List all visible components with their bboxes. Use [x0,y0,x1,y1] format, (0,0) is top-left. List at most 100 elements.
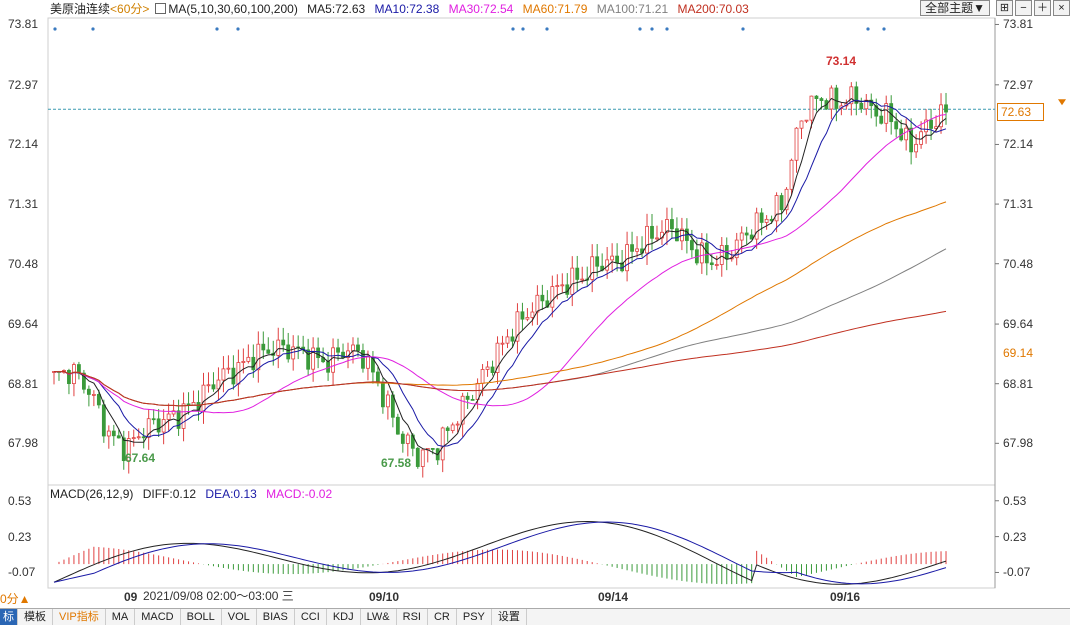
candle-body [241,360,246,363]
candle-body [261,343,266,351]
candle-body [256,343,261,371]
tab-vip[interactable]: VIP指标 [53,609,106,625]
ma30-value: MA30:72.54 [448,2,514,16]
candle-body [525,317,530,320]
candle-body [306,349,311,370]
candle-body [834,87,839,109]
price-tick-label-left: 70.48 [8,256,39,271]
tab-rsi[interactable]: RSI [397,609,428,625]
tab-boll[interactable]: BOLL [181,609,222,625]
tab-bias[interactable]: BIAS [257,609,295,625]
candle-body [665,219,669,233]
signal-dot [521,27,525,31]
period-selector[interactable]: <60分> [110,2,150,16]
candle-body [341,351,345,359]
plus-icon[interactable]: ＋ [1034,0,1051,16]
tab-vol[interactable]: VOL [222,609,257,625]
tab-lw[interactable]: LW& [361,609,397,625]
candle-body [650,225,654,239]
price-tick-label-left: 72.97 [8,77,39,92]
price-tick-label: 72.97 [1003,77,1034,92]
candle-body [560,284,565,287]
candle-body [879,115,884,124]
indicator-header: 美原油连续<60分> MA(5,10,30,60,100,200) MA5:72.… [50,1,755,17]
candle-body [485,366,490,370]
tab-macd[interactable]: MACD [135,609,181,625]
candle-body [77,364,81,374]
candle-body [166,413,171,420]
candle-body [400,433,405,444]
candle-body [121,437,126,462]
candle-body [744,232,749,236]
candle-body [131,437,136,440]
period-toggle[interactable]: 0分▲ [0,590,31,607]
signal-dot [91,27,95,31]
date-partial: 09 [124,590,138,604]
minus-icon[interactable]: − [1015,0,1032,16]
ma-params: MA(5,10,30,60,100,200) [168,2,298,16]
tab-ma[interactable]: MA [106,609,136,625]
tab-psy[interactable]: PSY [457,609,492,625]
candle-body [749,234,754,240]
candle-body [221,368,226,381]
candle-body [286,344,291,360]
top-toolbar: 全部主题▼ ⊞ − ＋ × [920,0,1070,16]
ma30-line [53,114,947,414]
macd-tick-label-left: 0.23 [8,529,32,544]
signal-dot [53,27,57,31]
candle-body [316,347,321,359]
candle-body [201,384,206,412]
diff-line [53,520,947,585]
candle-body [784,188,789,211]
price-tick-label-left: 69.64 [8,317,39,332]
candle-body [91,394,96,396]
ma10-value: MA10:72.38 [374,2,440,16]
price-tick-label-left: 72.14 [8,137,39,152]
candle-body [206,384,211,387]
candle-body [689,240,694,251]
candle-body [455,423,460,426]
candle-body [231,367,236,385]
candle-body [774,195,779,222]
candle-body [465,395,470,400]
candle-body [699,242,704,264]
theme-select[interactable]: 全部主题▼ [920,0,990,16]
price-tick-label: 71.31 [1003,197,1034,212]
macd-params: MACD(26,12,9) [50,487,134,501]
candle-body [385,394,390,408]
candle-body [336,347,340,353]
price-tick-label: 69.64 [1003,317,1034,332]
candle-body [884,103,889,124]
candle-body [72,364,76,385]
ma-settings-icon[interactable] [155,3,167,14]
candle-body [460,395,465,425]
candle-body [480,369,485,384]
macd-tick-label: -0.07 [1003,565,1031,580]
tab-template[interactable]: 模板 [18,609,53,625]
candle-body [156,418,161,433]
dea-line [53,521,947,585]
tab-cci[interactable]: CCI [295,609,327,625]
candle-body [570,267,575,295]
candle-body [819,98,824,101]
signal-dot [215,27,219,31]
candle-body [376,371,380,384]
candle-body [171,410,176,415]
tab-settings[interactable]: 设置 [492,609,527,625]
ma5-line [53,97,947,456]
candle-body [794,127,799,161]
tab-0[interactable]: 标 [0,609,18,625]
date-0910: 09/10 [369,590,400,604]
tab-kdj[interactable]: KDJ [327,609,361,625]
price-tick-label: 72.14 [1003,137,1034,152]
candle-body [789,159,794,190]
marker-price: 69.14 [1003,346,1034,360]
candle-body [495,342,500,373]
candle-body [351,344,355,352]
candle-body [924,119,928,133]
tab-cr[interactable]: CR [428,609,457,625]
grid-icon[interactable]: ⊞ [996,0,1013,16]
candle-body [535,294,540,313]
